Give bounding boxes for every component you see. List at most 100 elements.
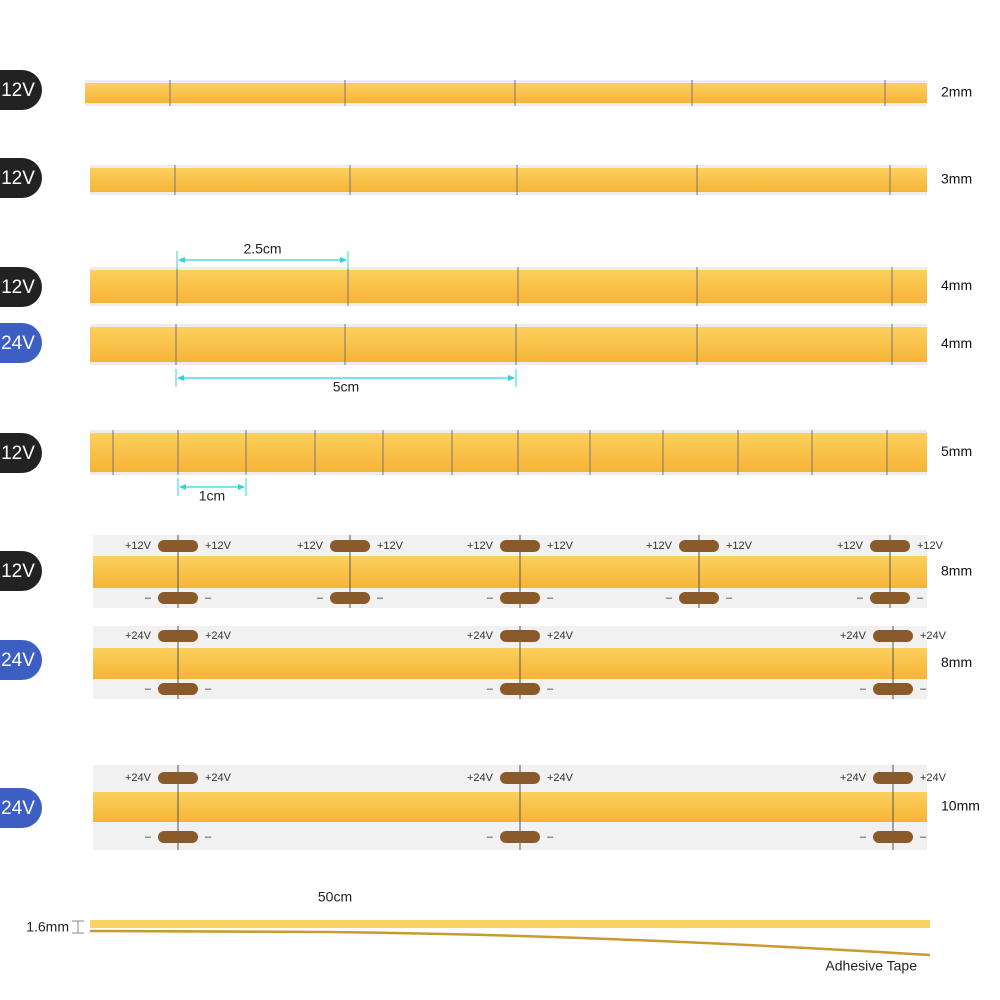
pad-label: – xyxy=(920,683,927,695)
pad-label: – xyxy=(726,592,733,604)
voltage-badge xyxy=(0,640,42,680)
led-strip xyxy=(90,327,927,362)
pad-label: +24V xyxy=(125,630,152,642)
pad-label: – xyxy=(547,683,554,695)
pad-label: – xyxy=(145,831,152,843)
dim-label: 1cm xyxy=(199,488,225,504)
thickness-icon xyxy=(72,920,84,934)
pad-label: +24V xyxy=(840,630,867,642)
arrow-head xyxy=(179,484,245,490)
solder-pad xyxy=(330,592,370,604)
pad-label: +24V xyxy=(467,630,494,642)
adhesive-label: Adhesive Tape xyxy=(825,958,917,974)
solder-pad xyxy=(158,540,198,552)
width-label: 4mm xyxy=(941,277,972,293)
pad-label: +24V xyxy=(840,772,867,784)
solder-pad xyxy=(873,683,913,695)
voltage-label: 24V xyxy=(1,798,35,819)
solder-pad xyxy=(330,540,370,552)
solder-pad xyxy=(158,831,198,843)
solder-pad xyxy=(158,772,198,784)
width-label: 2mm xyxy=(941,84,972,100)
pad-label: +24V xyxy=(125,772,152,784)
led-strip xyxy=(85,83,927,103)
pad-label: – xyxy=(547,592,554,604)
pad-label: +12V xyxy=(726,540,753,552)
solder-pad xyxy=(870,540,910,552)
solder-pad xyxy=(158,592,198,604)
thickness-label: 1.6mm xyxy=(26,919,69,935)
led-strip xyxy=(90,168,927,192)
voltage-label: 12V xyxy=(1,443,35,464)
pad-label: +12V xyxy=(205,540,232,552)
pad-label: +24V xyxy=(547,772,574,784)
led-strip xyxy=(90,433,927,472)
pad-label: +24V xyxy=(920,772,947,784)
adhesive-tape xyxy=(89,929,931,957)
solder-pad xyxy=(158,683,198,695)
pad-label: +24V xyxy=(205,630,232,642)
led-strip xyxy=(93,792,927,822)
pad-label: +24V xyxy=(467,772,494,784)
solder-pad xyxy=(500,831,540,843)
solder-pad xyxy=(500,592,540,604)
solder-pad xyxy=(873,630,913,642)
solder-pad xyxy=(873,831,913,843)
dim-label: 5cm xyxy=(333,379,359,395)
pad-label: – xyxy=(920,831,927,843)
solder-pad xyxy=(500,683,540,695)
dim-label: 2.5cm xyxy=(243,241,281,257)
voltage-label: 12V xyxy=(1,561,35,582)
led-strip xyxy=(90,270,927,303)
pad-label: – xyxy=(145,592,152,604)
voltage-label: 12V xyxy=(1,277,35,298)
pad-label: +12V xyxy=(467,540,494,552)
solder-pad xyxy=(679,592,719,604)
pad-label: +24V xyxy=(920,630,947,642)
solder-pad xyxy=(873,772,913,784)
pad-label: +12V xyxy=(297,540,324,552)
length-label: 50cm xyxy=(318,889,352,905)
width-label: 8mm xyxy=(941,654,972,670)
solder-pad xyxy=(500,630,540,642)
voltage-badge xyxy=(0,158,42,198)
width-label: 5mm xyxy=(941,443,972,459)
pad-label: – xyxy=(857,592,864,604)
pad-label: – xyxy=(547,831,554,843)
solder-pad xyxy=(679,540,719,552)
voltage-badge xyxy=(0,70,42,110)
led-strip xyxy=(93,556,927,588)
pad-label: – xyxy=(377,592,384,604)
voltage-badge xyxy=(0,551,42,591)
pad-label: +24V xyxy=(547,630,574,642)
pad-label: – xyxy=(487,683,494,695)
pad-label: – xyxy=(487,831,494,843)
pad-label: – xyxy=(860,683,867,695)
pad-label: – xyxy=(205,683,212,695)
pad-label: +12V xyxy=(917,540,944,552)
pad-label: +24V xyxy=(205,772,232,784)
solder-pad xyxy=(870,592,910,604)
pad-label: +12V xyxy=(646,540,673,552)
led-strip xyxy=(93,648,927,679)
voltage-label: 24V xyxy=(1,333,35,354)
solder-pad xyxy=(500,772,540,784)
pad-label: +12V xyxy=(125,540,152,552)
voltage-label: 12V xyxy=(1,80,35,101)
pad-label: +12V xyxy=(377,540,404,552)
width-label: 4mm xyxy=(941,335,972,351)
solder-pad xyxy=(500,540,540,552)
voltage-badge xyxy=(0,267,42,307)
pad-label: – xyxy=(917,592,924,604)
width-label: 3mm xyxy=(941,171,972,187)
pad-label: – xyxy=(205,592,212,604)
solder-pad xyxy=(158,630,198,642)
voltage-badge xyxy=(0,323,42,363)
pad-label: – xyxy=(317,592,324,604)
pad-label: – xyxy=(205,831,212,843)
width-label: 8mm xyxy=(941,563,972,579)
pad-label: – xyxy=(860,831,867,843)
pad-label: – xyxy=(487,592,494,604)
pad-label: – xyxy=(145,683,152,695)
